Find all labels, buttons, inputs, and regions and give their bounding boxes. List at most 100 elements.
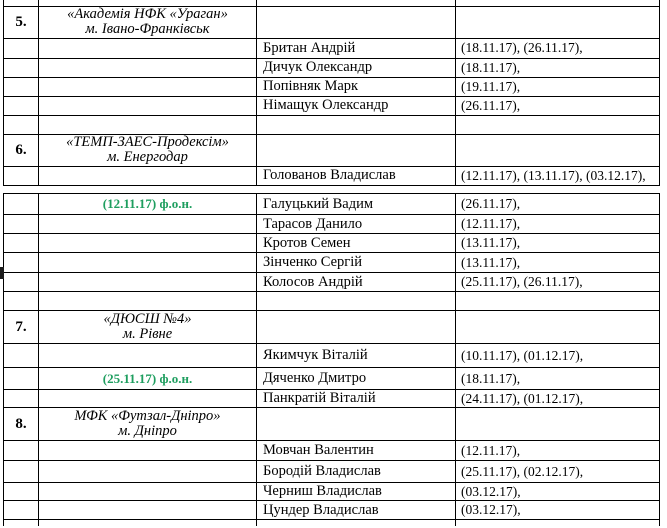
cell-team-name (38, 500, 257, 520)
cell-player-name: Попівняк Марк (256, 76, 456, 97)
cell-team-name (38, 233, 257, 253)
cell-team-name: «ДЮСШ №4» м. Рівне (38, 310, 257, 344)
table-row: Панкратій Віталій (24.11.17), (01.12.17)… (3, 389, 660, 408)
cell-number: 8. (3, 407, 39, 441)
cell-team-name (38, 440, 257, 461)
team-name: МФК «Футзал-Дніпро» (74, 407, 221, 424)
cell-number (3, 95, 39, 116)
cell-player-name: Британ Андрій (256, 37, 456, 59)
table-row (3, 519, 660, 526)
cell-dates: (24.11.17), (01.12.17), (455, 389, 660, 408)
table-row-team-header: 5. «Академія НФК «Ураган» м. Івано-Франк… (3, 5, 660, 39)
table-row: Бородій Владислав (25.11.17), (02.12.17)… (3, 460, 660, 483)
cell-team-name: «ТЕМП-ЗАЕС-Продексім» м. Енергодар (38, 133, 257, 167)
cell-dates (455, 407, 660, 441)
cell-player-name: Черниш Владислав (256, 482, 456, 501)
cell-team-name (38, 214, 257, 234)
cell-fon-annotation: (25.11.17) ф.о.н. (38, 367, 257, 390)
cell-team-name (38, 95, 257, 116)
cell-number (3, 165, 39, 186)
table-row-spacer (3, 291, 660, 311)
table-row: Якимчук Віталій (10.11.17), (01.12.17), (3, 343, 660, 368)
cell-dates: (12.11.17), (455, 440, 660, 461)
cell-player-name: Панкратій Віталій (256, 389, 456, 408)
cell-team-name (38, 165, 257, 186)
cell-player-name: Зінченко Сергій (256, 252, 456, 273)
cell-player-name (256, 291, 456, 311)
table-row: Голованов Владислав (12.11.17), (13.11.1… (3, 165, 660, 186)
team-name: «Академія НФК «Ураган» (67, 6, 228, 22)
roster-table-lower: (12.11.17) ф.о.н. Галуцький Вадим (26.11… (3, 193, 660, 526)
cell-dates: (26.11.17), (455, 95, 660, 116)
table-row: Дичук Олександр (18.11.17), (3, 57, 660, 78)
cell-player-name: Дичук Олександр (256, 57, 456, 78)
cell-number (3, 57, 39, 78)
table-row: Зінченко Сергій (13.11.17), (3, 252, 660, 273)
cell-player-name (256, 5, 456, 39)
cell-player-name: Тарасов Данило (256, 214, 456, 234)
cell-player-name: Німащук Олександр (256, 95, 456, 116)
cell-dates: (12.11.17), (13.11.17), (03.12.17), (455, 165, 660, 186)
cell-dates: (13.11.17), (455, 233, 660, 253)
cell-player-name: Бородій Владислав (256, 460, 456, 483)
cell-number (3, 440, 39, 461)
cell-fon-annotation: (12.11.17) ф.о.н. (38, 193, 257, 215)
table-row-fon-label: (12.11.17) ф.о.н. Галуцький Вадим (26.11… (3, 193, 660, 215)
team-name: «ТЕМП-ЗАЕС-Продексім» (66, 134, 229, 150)
cell-number (3, 76, 39, 97)
table-row-fon-label: (25.11.17) ф.о.н. Дяченко Дмитро (18.11.… (3, 367, 660, 390)
team-city: м. Рівне (122, 326, 173, 342)
cell-number: 5. (3, 5, 39, 39)
table-row-team-header: 8. МФК «Футзал-Дніпро» м. Дніпро (3, 407, 660, 441)
cell-team-name (38, 272, 257, 292)
table-row: Черниш Владислав (03.12.17), (3, 482, 660, 501)
cell-number (3, 272, 39, 292)
cell-number (3, 37, 39, 59)
team-city: м. Дніпро (118, 423, 177, 439)
cell-dates (455, 5, 660, 39)
cell-dates: (18.11.17), (455, 57, 660, 78)
cell-dates (455, 310, 660, 344)
cell-team-name (38, 460, 257, 483)
cell-dates: (25.11.17), (26.11.17), (455, 272, 660, 292)
cell-player-name (256, 519, 456, 526)
cell-player-name (256, 310, 456, 344)
team-city: м. Енергодар (107, 149, 188, 165)
cell-player-name (256, 133, 456, 167)
cell-dates: (03.12.17), (455, 500, 660, 520)
table-row: Британ Андрій (18.11.17), (26.11.17), (3, 37, 660, 59)
cell-player-name: Дяченко Дмитро (256, 367, 456, 390)
cell-dates: (13.11.17), (455, 252, 660, 273)
table-row-team-header: 7. «ДЮСШ №4» м. Рівне (3, 310, 660, 344)
cell-team-name (38, 482, 257, 501)
cell-dates: (10.11.17), (01.12.17), (455, 343, 660, 368)
table-row: Мовчан Валентин (12.11.17), (3, 440, 660, 461)
cell-number (3, 519, 39, 526)
table-row: Тарасов Данило (12.11.17), (3, 214, 660, 234)
cell-player-name (256, 114, 456, 135)
cell-team-name (38, 291, 257, 311)
table-row: Попівняк Марк (19.11.17), (3, 76, 660, 97)
cell-number (3, 482, 39, 501)
cell-number (3, 460, 39, 483)
cell-team-name (38, 114, 257, 135)
cell-dates (455, 133, 660, 167)
cell-dates (455, 114, 660, 135)
cell-number (3, 367, 39, 390)
cell-player-name (256, 407, 456, 441)
cell-team-name: МФК «Футзал-Дніпро» м. Дніпро (38, 407, 257, 441)
cell-dates: (18.11.17), (455, 367, 660, 390)
cell-team-name (38, 343, 257, 368)
cell-team-name (38, 37, 257, 59)
table-row-spacer (3, 114, 660, 135)
cell-dates: (25.11.17), (02.12.17), (455, 460, 660, 483)
cell-player-name: Якимчук Віталій (256, 343, 456, 368)
cell-team-name (38, 57, 257, 78)
cell-dates (455, 519, 660, 526)
cell-player-name: Голованов Владислав (256, 165, 456, 186)
table-row: Кротов Семен (13.11.17), (3, 233, 660, 253)
cell-number (3, 214, 39, 234)
cell-team-name: «Академія НФК «Ураган» м. Івано-Франківс… (38, 5, 257, 39)
cell-number (3, 193, 39, 215)
cell-number (3, 291, 39, 311)
